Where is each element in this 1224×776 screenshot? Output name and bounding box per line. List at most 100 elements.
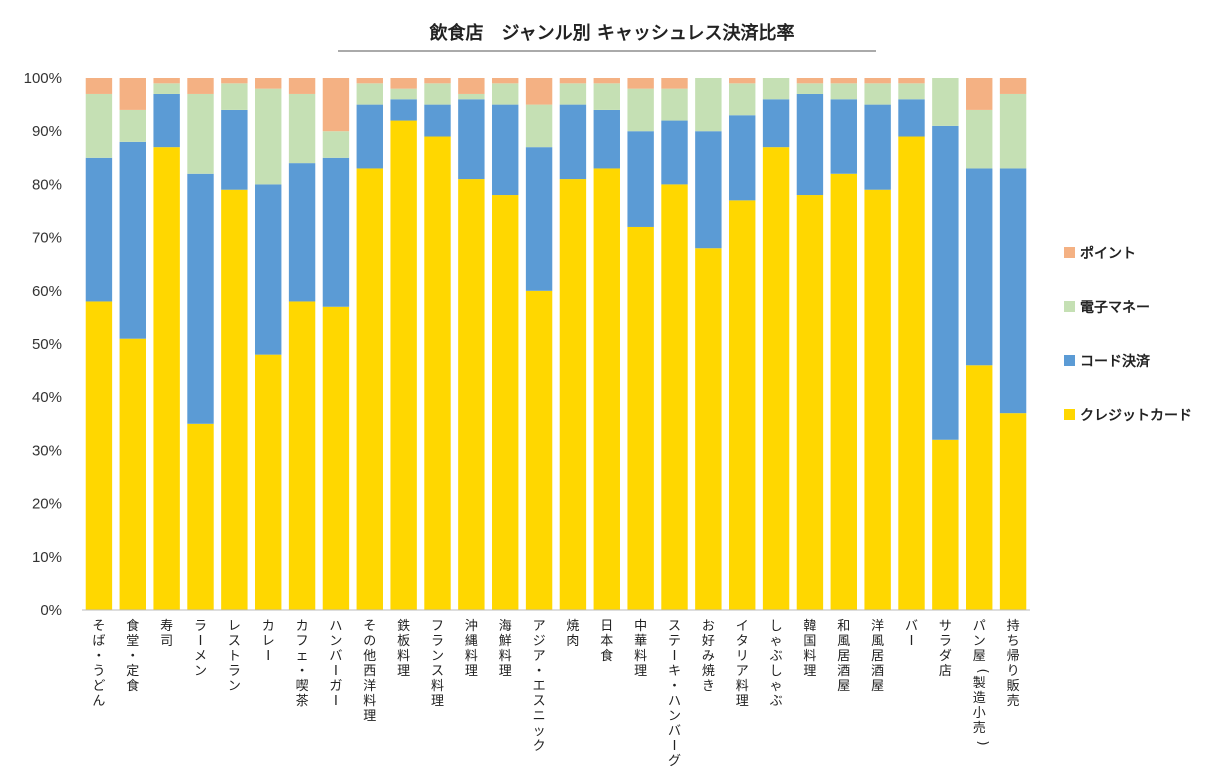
svg-text:料: 料 — [397, 649, 410, 664]
legend-label: コード決済 — [1080, 353, 1151, 370]
svg-text:そ: そ — [92, 619, 105, 634]
bar-segment — [864, 78, 891, 84]
bar-segment — [221, 83, 248, 110]
svg-text:司: 司 — [160, 634, 173, 649]
svg-text:ス: ス — [228, 634, 241, 649]
svg-text:海: 海 — [499, 619, 512, 634]
svg-text:メ: メ — [194, 649, 207, 664]
bar-segment — [255, 78, 282, 89]
bar-segment — [255, 88, 282, 185]
legend-swatch — [1064, 301, 1075, 312]
svg-text:ス: ス — [533, 694, 546, 709]
svg-text:カ: カ — [262, 619, 275, 634]
bar-segment — [729, 200, 756, 611]
svg-text:バ: バ — [329, 649, 342, 664]
svg-text:理: 理 — [634, 664, 647, 679]
svg-text:和: 和 — [837, 619, 850, 634]
bar-segment — [187, 93, 214, 174]
svg-text:風: 風 — [871, 634, 884, 649]
bar-segment — [830, 83, 857, 100]
x-tick-label: カレ — [262, 619, 275, 660]
svg-text:屋: 屋 — [837, 679, 850, 694]
svg-text:帰: 帰 — [1007, 648, 1020, 664]
bar-segment — [830, 173, 857, 610]
bar-segment — [559, 179, 587, 610]
svg-text:持: 持 — [1007, 619, 1020, 634]
svg-text:カ: カ — [296, 619, 309, 634]
bar-segment — [187, 173, 214, 424]
bar-segment — [255, 354, 282, 610]
svg-text:喫: 喫 — [296, 679, 309, 694]
legend-swatch — [1064, 247, 1075, 258]
y-tick-label: 90% — [32, 123, 62, 140]
bar-segment — [458, 99, 485, 180]
svg-text:ク: ク — [533, 739, 546, 754]
svg-text:う: う — [92, 664, 105, 679]
bar-segment — [424, 83, 451, 105]
svg-text:・: ・ — [533, 664, 546, 679]
bar-segment — [390, 120, 417, 610]
svg-text:肉: 肉 — [566, 634, 579, 649]
bar-segment — [593, 83, 620, 110]
bar-segment — [390, 88, 417, 100]
svg-text:グ: グ — [668, 754, 681, 769]
legend-swatch — [1064, 355, 1075, 366]
svg-text:ン: ン — [973, 634, 986, 649]
bar-segment — [729, 115, 756, 201]
x-tick-label: 焼肉 — [566, 619, 579, 649]
svg-text:お: お — [702, 619, 715, 634]
bar-segment — [221, 78, 248, 84]
svg-text:焼: 焼 — [702, 664, 715, 679]
bar-segment — [830, 99, 857, 174]
bar-segment — [932, 125, 959, 440]
svg-text:ト: ト — [228, 649, 241, 664]
x-tick-label: カフェ・喫茶 — [296, 619, 309, 709]
bar-segment — [762, 78, 790, 100]
bar-segment — [999, 93, 1027, 169]
svg-text:酒: 酒 — [837, 664, 850, 679]
svg-text:料: 料 — [803, 649, 816, 664]
svg-text:そ: そ — [363, 619, 376, 634]
svg-text:ス: ス — [431, 664, 444, 679]
bar-segment — [85, 301, 113, 610]
svg-text:華: 華 — [634, 634, 647, 649]
svg-text:レ: レ — [228, 619, 241, 634]
bar-segment — [85, 78, 113, 94]
svg-text:ン: ン — [668, 709, 681, 724]
svg-text:ハ: ハ — [668, 694, 681, 709]
bar-segment — [153, 83, 180, 94]
svg-text:ゃ: ゃ — [770, 634, 783, 649]
svg-text:バ: バ — [668, 724, 681, 739]
svg-text:料: 料 — [363, 694, 376, 709]
svg-text:の: の — [363, 634, 376, 649]
bar-segment — [492, 195, 519, 611]
y-tick-label: 30% — [32, 442, 62, 459]
bar-segment — [153, 93, 180, 148]
svg-text:鉄: 鉄 — [397, 619, 410, 634]
bar-segment — [153, 147, 180, 610]
bar-segment — [187, 78, 214, 94]
bar-segment — [525, 78, 553, 105]
svg-text:ン: ン — [194, 664, 207, 679]
svg-text:鮮: 鮮 — [499, 634, 512, 649]
svg-text:料: 料 — [736, 679, 749, 694]
bar-segment — [525, 147, 553, 291]
svg-text:沖: 沖 — [465, 619, 478, 634]
x-tick-label: ラメン — [194, 619, 207, 679]
bar-segment — [119, 338, 146, 610]
svg-text:売: 売 — [1007, 693, 1020, 709]
bar-segment — [695, 78, 722, 132]
bar-segment — [492, 83, 519, 105]
bar-segment — [796, 83, 824, 94]
x-tick-label: 日本食 — [600, 619, 613, 664]
bar-segment — [593, 78, 620, 84]
bar-segment — [559, 83, 587, 105]
legend-label: クレジットカード — [1080, 408, 1192, 424]
svg-text:し: し — [770, 619, 783, 634]
svg-text:レ: レ — [262, 634, 275, 649]
